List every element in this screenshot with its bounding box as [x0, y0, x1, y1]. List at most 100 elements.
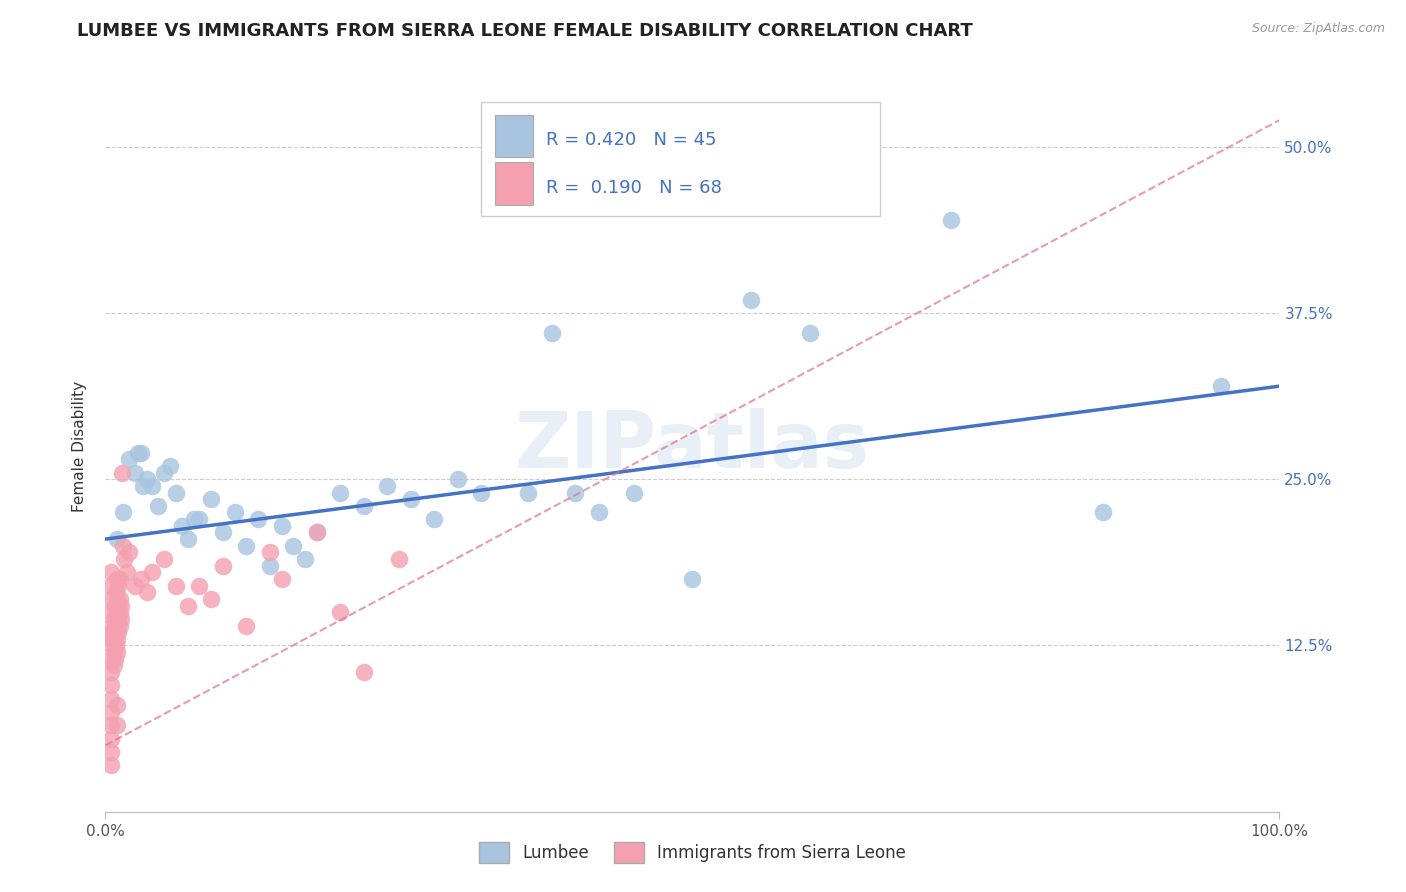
Point: [247, 512, 270, 526]
Point: [353, 665, 375, 679]
Text: R = 0.420   N = 45: R = 0.420 N = 45: [546, 131, 716, 150]
Point: [100, 566, 122, 580]
Point: [124, 466, 146, 480]
Point: [224, 506, 246, 520]
Point: [104, 599, 127, 613]
Point: [153, 466, 176, 480]
Point: [105, 532, 128, 546]
Point: [112, 506, 135, 520]
Point: [100, 678, 122, 692]
Point: [447, 472, 470, 486]
Point: [939, 213, 962, 227]
Point: [399, 492, 422, 507]
Point: [108, 572, 131, 586]
Point: [108, 591, 131, 606]
Point: [105, 618, 128, 632]
Point: [129, 445, 152, 459]
Point: [423, 512, 446, 526]
Point: [170, 518, 193, 533]
Point: [105, 639, 128, 653]
Point: [270, 572, 292, 586]
Point: [294, 552, 316, 566]
Point: [111, 466, 134, 480]
Point: [104, 639, 127, 653]
Point: [200, 591, 222, 606]
Point: [105, 625, 128, 640]
Point: [105, 585, 128, 599]
Point: [211, 558, 233, 573]
FancyBboxPatch shape: [495, 115, 533, 157]
Text: Source: ZipAtlas.com: Source: ZipAtlas.com: [1251, 22, 1385, 36]
Point: [388, 552, 411, 566]
Point: [329, 485, 352, 500]
Point: [176, 532, 198, 546]
Y-axis label: Female Disability: Female Disability: [72, 380, 87, 512]
Point: [100, 691, 122, 706]
Point: [540, 326, 562, 340]
FancyBboxPatch shape: [481, 103, 880, 216]
Point: [105, 572, 128, 586]
Point: [112, 539, 135, 553]
Point: [129, 572, 152, 586]
Point: [135, 472, 157, 486]
Point: [100, 579, 122, 593]
Point: [188, 512, 211, 526]
Point: [188, 579, 211, 593]
Point: [105, 591, 128, 606]
Point: [105, 645, 128, 659]
Point: [200, 492, 222, 507]
Point: [104, 652, 127, 666]
Point: [108, 618, 131, 632]
Point: [108, 605, 131, 619]
Point: [103, 658, 125, 673]
Point: [115, 566, 138, 580]
Point: [105, 632, 128, 646]
Point: [100, 652, 122, 666]
Point: [623, 485, 645, 500]
Point: [118, 452, 141, 467]
Point: [100, 758, 122, 772]
Point: [183, 512, 205, 526]
Point: [353, 499, 375, 513]
Point: [107, 612, 129, 626]
Point: [100, 591, 122, 606]
Point: [127, 445, 149, 459]
Point: [1092, 506, 1115, 520]
Point: [305, 525, 328, 540]
Text: ZIPatlas: ZIPatlas: [515, 408, 870, 484]
Point: [235, 539, 257, 553]
Point: [740, 293, 762, 307]
Point: [100, 665, 122, 679]
Point: [682, 572, 704, 586]
Point: [148, 499, 170, 513]
FancyBboxPatch shape: [495, 162, 533, 204]
Point: [305, 525, 328, 540]
Point: [105, 698, 128, 713]
Point: [118, 545, 141, 559]
Text: R =  0.190   N = 68: R = 0.190 N = 68: [546, 179, 721, 197]
Point: [329, 605, 352, 619]
Point: [165, 485, 187, 500]
Point: [105, 605, 128, 619]
Point: [100, 632, 122, 646]
Point: [100, 705, 122, 719]
Point: [100, 639, 122, 653]
Point: [110, 612, 132, 626]
Point: [235, 618, 257, 632]
Point: [105, 605, 128, 619]
Point: [124, 579, 146, 593]
Point: [100, 718, 122, 732]
Point: [107, 599, 129, 613]
Legend: Lumbee, Immigrants from Sierra Leone: Lumbee, Immigrants from Sierra Leone: [472, 836, 912, 869]
Point: [107, 625, 129, 640]
Point: [517, 485, 540, 500]
Point: [470, 485, 492, 500]
Point: [270, 518, 292, 533]
Point: [259, 558, 281, 573]
Point: [103, 645, 125, 659]
Point: [104, 618, 127, 632]
Point: [100, 618, 122, 632]
Point: [375, 479, 398, 493]
Point: [100, 605, 122, 619]
Point: [259, 545, 281, 559]
